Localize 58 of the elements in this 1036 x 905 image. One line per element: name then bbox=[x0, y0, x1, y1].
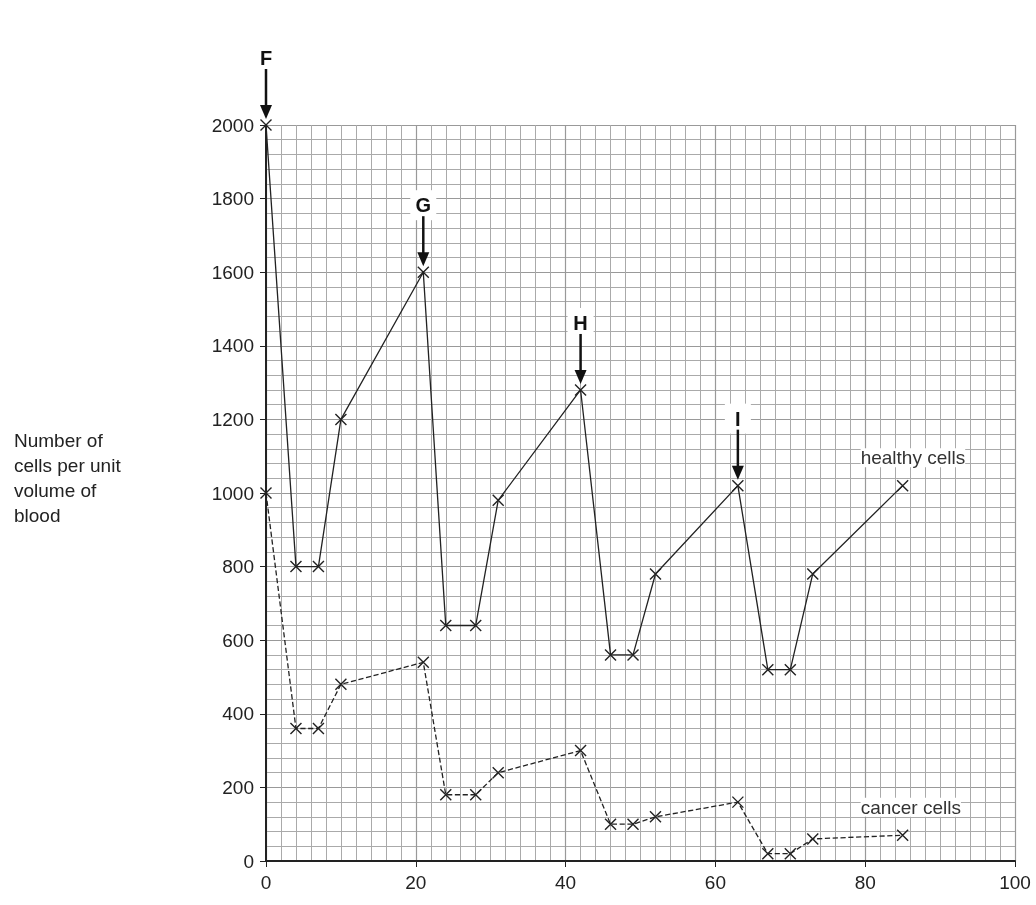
point bbox=[896, 479, 909, 492]
x-tick-label: 40 bbox=[555, 872, 577, 893]
y-tick-label: 1400 bbox=[211, 335, 254, 357]
x-tick-label: 100 bbox=[999, 872, 1031, 893]
point bbox=[574, 744, 587, 757]
point bbox=[439, 788, 452, 801]
point bbox=[491, 494, 505, 507]
point bbox=[896, 829, 909, 842]
annotation: H bbox=[573, 311, 588, 334]
x-tick-label: 80 bbox=[854, 872, 876, 893]
point bbox=[761, 663, 775, 676]
x-tick-label: 0 bbox=[260, 872, 272, 893]
y-tick-label: 600 bbox=[222, 629, 254, 651]
y-tick-label: 400 bbox=[222, 703, 254, 725]
point bbox=[806, 832, 819, 846]
series-label: healthy cells bbox=[860, 447, 966, 469]
y-tick-label: 1600 bbox=[211, 261, 254, 283]
point bbox=[334, 413, 348, 426]
point bbox=[289, 560, 303, 573]
point bbox=[649, 810, 662, 824]
annotation: F bbox=[259, 47, 273, 69]
point bbox=[417, 266, 430, 279]
y-tick-label: 1800 bbox=[211, 188, 254, 210]
point bbox=[626, 818, 640, 831]
point bbox=[259, 486, 273, 500]
x-tick-label: 20 bbox=[405, 872, 427, 893]
point bbox=[626, 648, 640, 662]
x-tick-label: 60 bbox=[704, 872, 726, 893]
y-tick-label: 1200 bbox=[211, 408, 254, 430]
point bbox=[439, 619, 452, 632]
point bbox=[784, 663, 797, 676]
point bbox=[334, 678, 348, 691]
point bbox=[784, 847, 797, 860]
annotation: G bbox=[415, 194, 432, 217]
point bbox=[417, 656, 430, 669]
point bbox=[312, 722, 325, 735]
point bbox=[731, 795, 745, 809]
point bbox=[604, 818, 617, 831]
series-label: cancer cells bbox=[860, 796, 961, 818]
point bbox=[259, 118, 273, 132]
y-tick-label: 2000 bbox=[211, 114, 254, 136]
y-axis-title: Number of cells per unit volume of blood bbox=[14, 429, 122, 528]
y-tick-label: 800 bbox=[222, 556, 254, 578]
point bbox=[312, 560, 325, 573]
y-tick-label: 200 bbox=[222, 776, 254, 798]
point bbox=[761, 847, 775, 860]
point bbox=[649, 567, 662, 581]
y-tick-label: 0 bbox=[243, 850, 254, 872]
point bbox=[604, 648, 617, 662]
annotation: I bbox=[735, 407, 741, 430]
y-tick-label: 1000 bbox=[211, 482, 254, 504]
point bbox=[469, 788, 482, 801]
point bbox=[289, 722, 303, 735]
point bbox=[574, 383, 587, 397]
point bbox=[491, 766, 505, 779]
point bbox=[806, 567, 819, 581]
point bbox=[731, 479, 745, 492]
point bbox=[469, 619, 482, 632]
